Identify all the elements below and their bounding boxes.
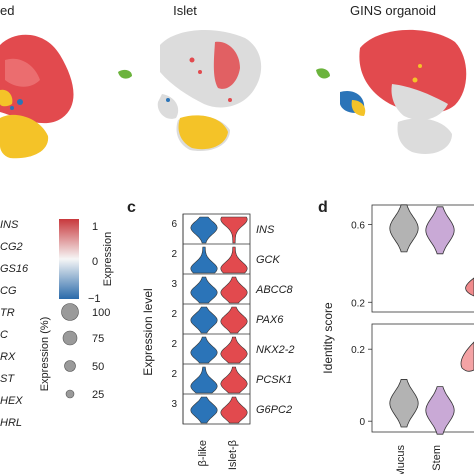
violin-PAX6-1 bbox=[220, 306, 248, 334]
umap-title-islet: Islet bbox=[173, 3, 197, 18]
violin-NKX2-2-0 bbox=[190, 336, 218, 364]
gene-label-ABCC8: ABCC8 bbox=[255, 284, 294, 296]
color-legend-bar bbox=[59, 219, 79, 299]
dotplot-gene-labels: INS CG2 GS16 CG TR C RX ST HEX HRL bbox=[0, 219, 29, 429]
row-ymax-label: 3 bbox=[171, 399, 177, 410]
panel-d-ylabel: Identity score bbox=[321, 302, 335, 374]
size-legend-value: 75 bbox=[92, 333, 104, 345]
color-legend-tick: 1 bbox=[92, 221, 98, 233]
row-ymax-label: 3 bbox=[171, 279, 177, 290]
category-label: Stem bbox=[431, 445, 443, 471]
size-legend-dot bbox=[62, 330, 78, 346]
violin-GCK-1 bbox=[220, 246, 248, 274]
panel-c-frame bbox=[182, 213, 251, 425]
gene-label: CG bbox=[0, 285, 17, 297]
panel-c-ylabel: Expression level bbox=[141, 288, 155, 375]
gene-label: RX bbox=[0, 351, 16, 363]
violin-GCK-0 bbox=[190, 246, 218, 274]
size-legend-dot bbox=[65, 389, 75, 399]
gene-label-PCSK1: PCSK1 bbox=[256, 374, 292, 386]
size-legend: 100 75 50 25 Expression (%) bbox=[39, 303, 110, 401]
panel-letter-c: c bbox=[127, 199, 136, 216]
panel-c-violin-plot: Expression level 6 INS 2 GCK 3 ABCC8 2 PAX6 2 NKX… bbox=[141, 213, 295, 470]
category-label: Islet-β bbox=[227, 440, 239, 470]
gene-label-INS: INS bbox=[256, 224, 275, 236]
panel-d-frame-top bbox=[371, 204, 474, 313]
gene-label-PAX6: PAX6 bbox=[256, 314, 284, 326]
umap-islet bbox=[118, 29, 262, 152]
ytick-label: 0.6 bbox=[351, 220, 365, 231]
color-legend-tick: −1 bbox=[88, 293, 101, 305]
row-ymax-label: 2 bbox=[171, 369, 177, 380]
size-legend-label: Expression (%) bbox=[39, 317, 51, 392]
ytick-label: 0 bbox=[359, 417, 365, 428]
violin-Stem-top bbox=[425, 206, 455, 255]
gene-label: INS bbox=[0, 219, 19, 231]
color-legend-label: Expression bbox=[102, 232, 114, 286]
gene-label: TR bbox=[0, 307, 15, 319]
violin-G6PC2-0 bbox=[190, 396, 218, 424]
gene-label-GCK: GCK bbox=[256, 254, 281, 266]
umap-left bbox=[0, 34, 74, 159]
violin-G6PC2-1 bbox=[220, 396, 248, 424]
gene-label: CG2 bbox=[0, 241, 23, 253]
row-ymax-label: 2 bbox=[171, 249, 177, 260]
color-legend-tick: 0 bbox=[92, 256, 98, 268]
gene-label: GS16 bbox=[0, 263, 29, 275]
gene-label-G6PC2: G6PC2 bbox=[256, 404, 292, 416]
gene-label: C bbox=[0, 329, 8, 341]
violin-PCSK1-0 bbox=[190, 366, 218, 394]
violin-Mucus-bottom bbox=[389, 378, 419, 428]
size-legend-value: 100 bbox=[92, 307, 110, 319]
category-label: Mucus bbox=[395, 445, 407, 474]
gene-label-NKX2-2: NKX2-2 bbox=[256, 344, 295, 356]
size-legend-dot bbox=[64, 360, 76, 372]
gene-label: HRL bbox=[0, 417, 22, 429]
violin-INS-0 bbox=[190, 216, 218, 244]
violin-INS-1 bbox=[220, 216, 248, 244]
gene-label: HEX bbox=[0, 395, 23, 407]
panel-d-frame-bottom bbox=[371, 323, 474, 433]
ytick-label: 0.2 bbox=[351, 298, 365, 309]
violin-PAX6-0 bbox=[190, 306, 218, 334]
ytick-label: 0.2 bbox=[351, 345, 365, 356]
color-legend: 1 0 −1 Expression bbox=[59, 219, 114, 305]
row-ymax-label: 2 bbox=[171, 339, 177, 350]
panel-letter-d: d bbox=[318, 199, 328, 216]
size-legend-value: 50 bbox=[92, 361, 104, 373]
panel-d-violin-plot: Identity score 0.6 0.2 0.2 0 Mucus Stem bbox=[321, 204, 474, 474]
row-ymax-label: 6 bbox=[171, 219, 177, 230]
gene-label: ST bbox=[0, 373, 15, 385]
umap-title-left: ed bbox=[0, 3, 14, 18]
violin-Mucus-top bbox=[389, 204, 419, 253]
umap-gins bbox=[316, 29, 467, 154]
violin-Stem-bottom bbox=[425, 386, 455, 435]
violin-cropped-bottom bbox=[460, 341, 474, 372]
category-label: β-like bbox=[197, 440, 209, 467]
violin-NKX2-2-1 bbox=[220, 336, 248, 364]
violin-ABCC8-1 bbox=[220, 276, 248, 304]
violin-PCSK1-1 bbox=[220, 366, 248, 394]
row-ymax-label: 2 bbox=[171, 309, 177, 320]
size-legend-dot bbox=[61, 303, 79, 321]
violin-cropped-top bbox=[465, 277, 474, 297]
violin-ABCC8-0 bbox=[190, 276, 218, 304]
size-legend-value: 25 bbox=[92, 389, 104, 401]
umap-title-gins: GINS organoid bbox=[350, 3, 436, 18]
